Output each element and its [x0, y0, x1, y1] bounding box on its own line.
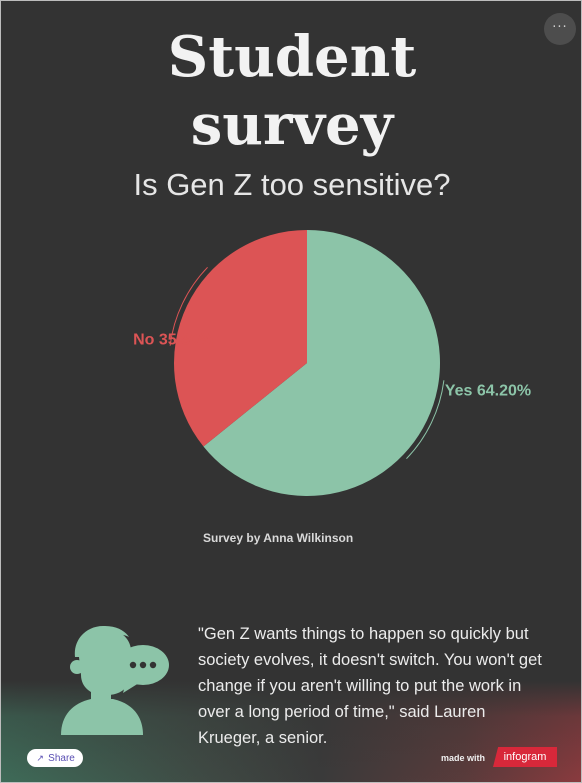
share-label: Share: [48, 753, 75, 764]
leader-line-yes: [406, 380, 445, 460]
pie-leader-lines: [169, 266, 445, 460]
quote-text: "Gen Z wants things to happen so quickly…: [198, 625, 542, 747]
person-speech-bubble-icon: [61, 625, 169, 735]
more-options-button[interactable]: ···: [544, 13, 576, 45]
pie-label-yes: Yes 64.20%: [445, 382, 531, 399]
infogram-logo[interactable]: infogram: [493, 747, 557, 767]
title-line-2: survey: [190, 92, 394, 158]
pie-labels: Yes 64.20% No 35.80%: [133, 332, 531, 400]
made-with-label: made with: [441, 753, 486, 763]
title-line-1: Student: [167, 24, 417, 90]
leader-line-no: [169, 266, 208, 346]
pie-slice-no[interactable]: [173, 230, 307, 447]
source-credit: Survey by Anna Wilkinson: [203, 531, 354, 545]
ellipsis-icon: ···: [552, 20, 568, 35]
pie-slice-yes[interactable]: [203, 230, 440, 496]
share-button[interactable]: ↗ Share: [27, 749, 83, 767]
chart-subtitle: Is Gen Z too sensitive?: [133, 167, 451, 202]
pie-slices: [173, 230, 440, 496]
page-title: Student survey: [1, 23, 581, 159]
share-icon: ↗: [36, 753, 44, 763]
pie-label-no: No 35.80%: [133, 332, 213, 349]
